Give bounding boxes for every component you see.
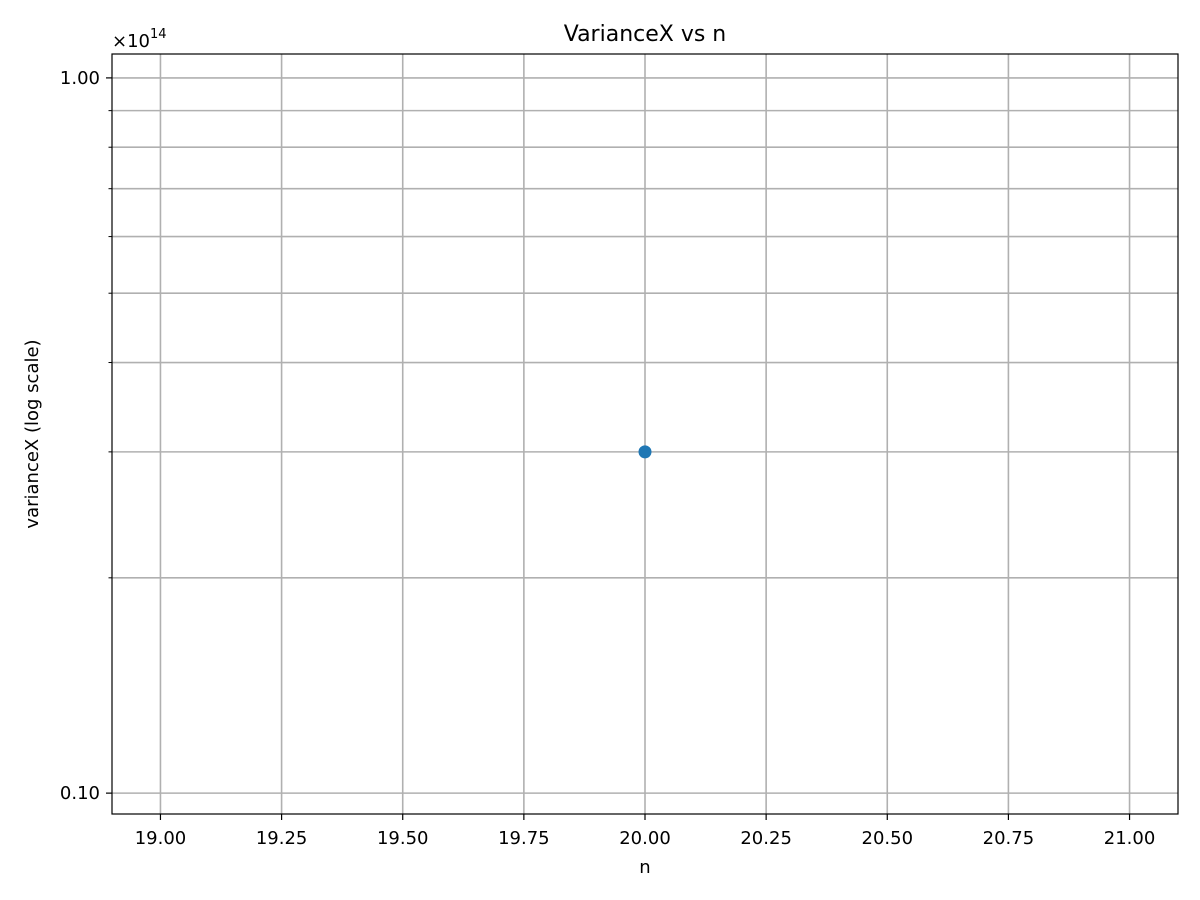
x-tick-label: 19.50	[377, 828, 429, 849]
x-tick-label: 20.75	[983, 828, 1035, 849]
y-offset-exponent: 14	[150, 27, 167, 42]
x-tick-label: 20.00	[619, 828, 671, 849]
x-tick-label: 19.25	[256, 828, 308, 849]
y-axis-title: varianceX (log scale)	[22, 339, 43, 528]
data-point	[638, 445, 652, 459]
y-offset-base: ×10	[112, 31, 150, 52]
y-axis-offset-label: ×1014	[112, 27, 167, 52]
x-tick-label: 20.25	[740, 828, 792, 849]
x-axis-title: n	[639, 857, 650, 878]
x-tick-label: 19.75	[498, 828, 550, 849]
data-points	[638, 445, 652, 459]
x-tick-label: 21.00	[1104, 828, 1156, 849]
axis-ticks: 19.00 19.25 19.50 19.75 20.00 20.25 20.50 20.75…	[60, 68, 1155, 849]
y-tick-label: 0.10	[60, 783, 100, 804]
chart-title: VarianceX vs n	[564, 22, 727, 47]
x-tick-label: 20.50	[862, 828, 914, 849]
x-tick-label: 19.00	[135, 828, 187, 849]
y-tick-label: 1.00	[60, 68, 100, 89]
